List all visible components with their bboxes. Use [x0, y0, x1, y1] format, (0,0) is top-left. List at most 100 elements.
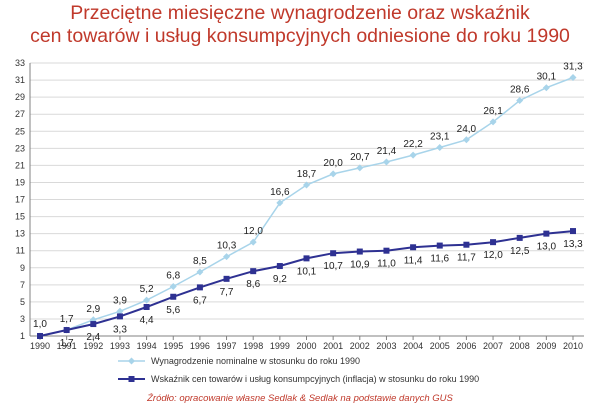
data-point	[516, 97, 524, 105]
data-label: 11,6	[430, 254, 449, 265]
data-label: 2,4	[86, 332, 100, 343]
data-label: 3,3	[113, 324, 127, 335]
y-tick-label: 19	[15, 177, 25, 187]
data-label: 11,0	[377, 259, 396, 270]
data-label: 1,0	[33, 319, 47, 330]
data-label: 12,0	[243, 226, 263, 237]
data-label: 10,9	[350, 260, 370, 271]
data-label: 1,7	[60, 338, 74, 349]
x-tick-label: 1991	[57, 341, 77, 351]
data-point	[63, 327, 70, 334]
data-label: 26,1	[483, 106, 503, 117]
data-point	[116, 313, 123, 320]
data-point	[543, 230, 550, 237]
chart-title-line-1: Przeciętne miesięczne wynagrodzenie oraz…	[70, 2, 530, 24]
data-point	[329, 170, 337, 178]
y-tick-label: 21	[15, 160, 25, 170]
data-point	[382, 158, 390, 166]
y-tick-label: 33	[15, 58, 25, 68]
chart-title-line-2: cen towarów i usług konsumpcyjnych odnie…	[30, 25, 570, 47]
chart-title: Przeciętne miesięczne wynagrodzenie oraz…	[0, 2, 600, 48]
data-label: 6,7	[193, 295, 207, 306]
x-tick-label: 1996	[190, 341, 210, 351]
y-tick-label: 13	[15, 229, 25, 239]
data-point	[303, 181, 310, 189]
data-point	[409, 151, 417, 159]
data-label: 20,7	[350, 152, 370, 163]
y-tick-label: 23	[15, 143, 25, 153]
x-tick-label: 2007	[483, 341, 503, 351]
data-label: 10,3	[217, 241, 237, 252]
data-point	[250, 268, 257, 275]
x-tick-label: 2000	[296, 341, 316, 351]
data-label: 13,3	[563, 239, 583, 250]
data-point	[90, 321, 97, 328]
y-tick-label: 31	[15, 75, 25, 85]
data-label: 3,9	[113, 295, 127, 306]
data-label: 23,1	[430, 131, 450, 142]
data-label: 31,3	[563, 62, 583, 73]
x-tick-label: 2009	[536, 341, 556, 351]
data-label: 16,6	[270, 187, 290, 198]
data-label: 12,5	[510, 246, 530, 257]
data-point	[249, 238, 257, 246]
x-tick-label: 2004	[403, 341, 423, 351]
data-point	[356, 248, 363, 255]
x-tick-label: 1995	[163, 341, 183, 351]
grid-lines	[30, 62, 584, 320]
data-label: 5,2	[140, 284, 154, 295]
x-tick-label: 1990	[30, 341, 50, 351]
legend-label: Wskaźnik cen towarów i usług konsumpcyjn…	[151, 374, 479, 384]
x-tick-label: 2008	[510, 341, 530, 351]
data-point	[276, 263, 283, 270]
data-point	[143, 303, 150, 310]
data-label: 21,4	[377, 146, 397, 157]
data-point	[303, 255, 310, 262]
y-tick-label: 5	[20, 297, 25, 307]
x-tick-label: 2006	[456, 341, 476, 351]
y-tick-label: 1	[20, 331, 25, 341]
data-label: 11,4	[404, 255, 423, 266]
data-label: 8,5	[193, 256, 207, 267]
x-tick-label: 1993	[110, 341, 130, 351]
x-tick-label: 2001	[323, 341, 343, 351]
data-point	[570, 228, 576, 235]
data-point	[383, 247, 390, 254]
axes	[29, 63, 584, 340]
data-point	[356, 164, 364, 172]
data-point	[490, 239, 497, 246]
x-tick-label: 1994	[137, 341, 157, 351]
y-tick-label: 27	[15, 109, 25, 119]
data-label: 5,6	[166, 305, 180, 316]
data-label: 13,0	[537, 242, 557, 253]
data-point	[116, 307, 124, 315]
data-label: 10,1	[297, 266, 317, 277]
data-label: 1,7	[60, 314, 74, 325]
data-point	[223, 275, 230, 282]
data-label: 20,0	[323, 158, 343, 169]
data-point	[410, 244, 417, 251]
x-tick-label: 1992	[83, 341, 103, 351]
series-line	[39, 230, 574, 337]
data-label: 7,7	[220, 287, 234, 298]
y-tick-label: 17	[15, 195, 25, 205]
data-label: 24,0	[457, 124, 477, 135]
data-label: 4,4	[140, 315, 154, 326]
x-tick-label: 1998	[243, 341, 263, 351]
y-tick-label: 11	[16, 246, 25, 256]
data-point	[196, 268, 204, 276]
data-label: 22,2	[403, 139, 423, 150]
data-point	[170, 293, 177, 300]
data-point	[223, 253, 231, 261]
data-point	[436, 143, 444, 151]
x-tick-label: 2003	[376, 341, 396, 351]
y-tick-label: 29	[15, 92, 25, 102]
y-tick-label: 15	[15, 212, 25, 222]
data-point	[569, 74, 577, 82]
data-point	[196, 284, 203, 291]
x-tick-label: 2005	[430, 341, 450, 351]
data-label: 28,6	[510, 85, 530, 96]
legend-label: Wynagrodzenie nominalne w stosunku do ro…	[151, 356, 360, 366]
